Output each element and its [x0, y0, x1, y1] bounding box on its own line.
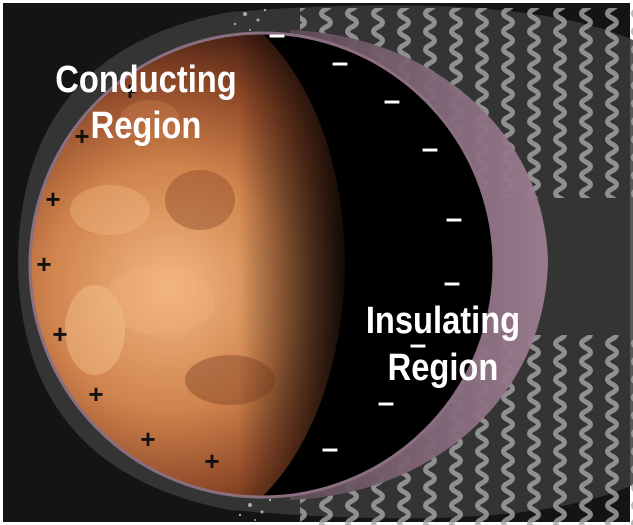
negative-charge-symbol: – [384, 84, 401, 117]
positive-charge-symbol: + [36, 249, 51, 279]
positive-charge-symbol: + [45, 184, 60, 214]
conducting-region-label-line2: Region [91, 104, 202, 147]
conducting-region-label-line1: Conducting [55, 58, 236, 101]
negative-charge-symbol: – [332, 46, 349, 79]
negative-charge-symbol: – [422, 132, 439, 165]
terminator-shade [30, 33, 494, 497]
negative-charge-symbol: – [269, 18, 286, 51]
insulating-region-label-line1: Insulating [366, 299, 520, 342]
positive-charge-symbol: + [88, 379, 103, 409]
positive-charge-symbol: + [140, 424, 155, 454]
negative-charge-symbol: – [446, 202, 463, 235]
insulating-region-label-line2: Region [388, 346, 499, 389]
negative-charge-symbol: – [378, 386, 395, 419]
positive-charge-symbol: + [204, 446, 219, 476]
positive-charge-symbol: + [74, 121, 89, 151]
negative-charge-symbol: – [322, 432, 339, 465]
negative-charge-symbol: – [444, 266, 461, 299]
positive-charge-symbol: + [52, 319, 67, 349]
